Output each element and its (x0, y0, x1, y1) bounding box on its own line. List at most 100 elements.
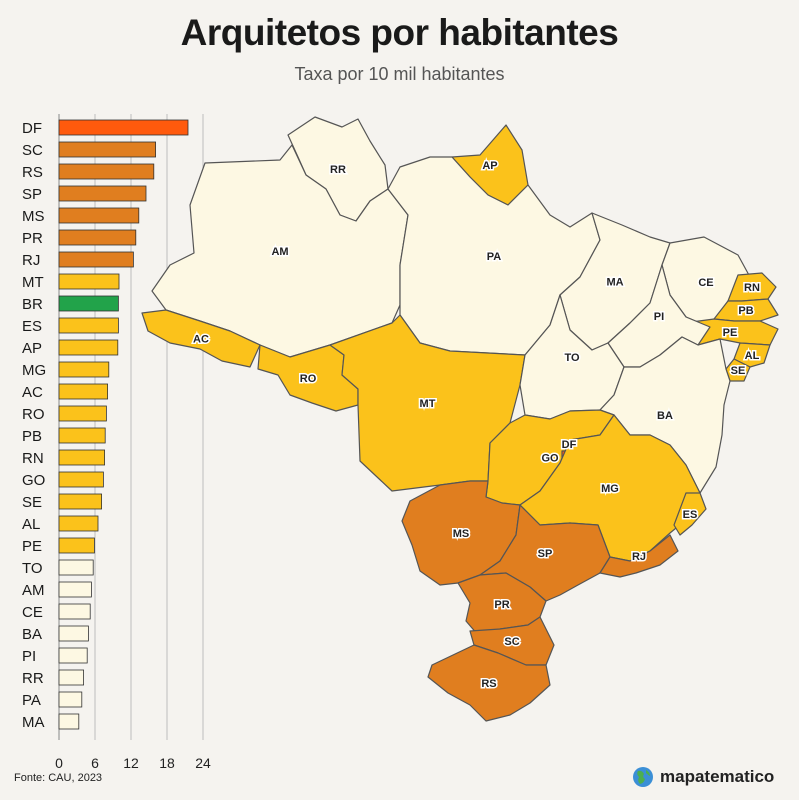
bar-PI (58, 647, 88, 664)
state-RJ (599, 534, 679, 578)
state-label-ES: ES (683, 509, 698, 521)
y-tick-label: MS (22, 208, 45, 225)
bar-PR (58, 229, 137, 246)
bar-AC (58, 383, 108, 400)
source-note: Fonte: CAU, 2023 (14, 772, 103, 784)
bar-PB (58, 427, 106, 444)
bar-TO (58, 559, 94, 576)
globe-icon (633, 767, 653, 787)
bar-PA (58, 691, 83, 708)
x-tick-label: 0 (55, 755, 63, 770)
state-AL (733, 342, 771, 368)
y-tick-label: PB (22, 428, 42, 445)
state-label-RN: RN (744, 282, 760, 294)
x-tick-label: 24 (195, 755, 211, 770)
state-label-PB: PB (738, 305, 753, 317)
state-label-RJ: RJ (632, 551, 646, 563)
state-label-BA: BA (657, 410, 673, 422)
state-label-MS: MS (453, 528, 470, 540)
bar-AP (58, 339, 119, 356)
y-tick-label: PA (22, 692, 41, 709)
bar-SC (58, 141, 156, 158)
y-tick-label: AP (22, 340, 42, 357)
brand-logo: mapatematico (632, 766, 774, 788)
state-label-PI: PI (654, 311, 664, 323)
y-tick-label: MT (22, 274, 44, 291)
bar-MA (58, 713, 80, 730)
state-label-AP: AP (482, 160, 497, 172)
y-tick-label: GO (22, 472, 45, 489)
bar-RS (58, 163, 155, 180)
bar-AM (58, 581, 92, 598)
bar-RJ (58, 251, 134, 268)
bar-MT (58, 273, 120, 290)
y-tick-label: CE (22, 604, 43, 621)
x-tick-label: 18 (159, 755, 175, 770)
state-SP (479, 504, 611, 602)
y-tick-label: RR (22, 670, 44, 687)
y-tick-label: BR (22, 296, 43, 313)
y-tick-label: MG (22, 362, 46, 379)
y-tick-label: AM (22, 582, 45, 599)
bar-SP (58, 185, 147, 202)
bar-SE (58, 493, 102, 510)
y-tick-label: RJ (22, 252, 40, 269)
state-label-MG: MG (601, 483, 619, 495)
bar-chart: 0 6 12 18 24 DF SC RS SP MS PR RJ MT BR ES AP MG AC RO PB RN… (22, 114, 211, 770)
bar-RO (58, 405, 107, 422)
bar-BR (58, 295, 119, 312)
state-label-TO: TO (564, 352, 580, 364)
bar-PE (58, 537, 95, 554)
y-tick-label: RO (22, 406, 45, 423)
y-tick-label: SE (22, 494, 42, 511)
state-label-CE: CE (698, 277, 713, 289)
y-tick-label: RS (22, 164, 43, 181)
y-tick-label: ES (22, 318, 42, 335)
state-label-RR: RR (330, 164, 346, 176)
state-AM (151, 144, 409, 358)
chart-subtitle: Taxa por 10 mil habitantes (294, 64, 505, 84)
y-tick-label: BA (22, 626, 42, 643)
state-label-PA: PA (487, 251, 502, 263)
x-tick-label: 12 (123, 755, 139, 770)
state-AC (141, 309, 261, 368)
y-tick-label: SC (22, 142, 43, 159)
y-tick-label: AC (22, 384, 43, 401)
bar-AL (58, 515, 99, 532)
state-label-GO: GO (541, 453, 559, 465)
y-tick-label: PI (22, 648, 36, 665)
state-ES (673, 492, 707, 536)
bar-RR (58, 669, 85, 686)
state-label-MA: MA (606, 277, 623, 289)
state-label-AL: AL (745, 350, 760, 362)
state-label-RO: RO (300, 373, 317, 385)
bar-ES (58, 317, 119, 334)
state-label-DF: DF (562, 439, 577, 451)
x-tick-label: 6 (91, 755, 99, 770)
state-label-MT: MT (420, 398, 436, 410)
y-tick-label: DF (22, 120, 42, 137)
bar-BA (58, 625, 89, 642)
y-tick-label: RN (22, 450, 44, 467)
state-label-SP: SP (538, 548, 553, 560)
y-tick-label: TO (22, 560, 43, 577)
bar-MS (58, 207, 140, 224)
bar-GO (58, 471, 104, 488)
bar-DF (58, 119, 189, 136)
bar-MG (58, 361, 110, 378)
state-label-PR: PR (494, 599, 509, 611)
state-SE (725, 358, 751, 382)
y-tick-label: AL (22, 516, 40, 533)
state-label-SE: SE (731, 365, 746, 377)
state-label-AM: AM (271, 246, 288, 258)
bar-RN (58, 449, 105, 466)
state-label-AC: AC (193, 334, 209, 346)
brand-name: mapatematico (660, 767, 775, 786)
y-tick-label: PE (22, 538, 42, 555)
state-label-RS: RS (481, 678, 496, 690)
state-label-PE: PE (723, 327, 738, 339)
chart-title: Arquitetos por habitantes (180, 12, 619, 53)
state-RS (427, 644, 551, 722)
